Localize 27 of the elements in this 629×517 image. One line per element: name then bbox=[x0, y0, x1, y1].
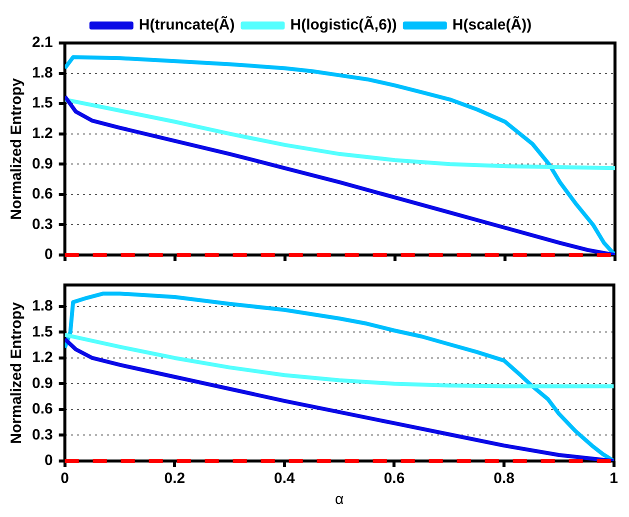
y-tick-label: 0.6 bbox=[32, 186, 53, 203]
y-axis-title: Normalized Entropy bbox=[8, 78, 26, 220]
y-tick-label: 0.3 bbox=[32, 426, 53, 444]
y-tick-label: 0 bbox=[44, 452, 53, 470]
x-tick-label: 0.4 bbox=[274, 470, 296, 488]
y-tick-label: 0.9 bbox=[32, 155, 53, 172]
legend-label: H(truncate(Ã) bbox=[138, 16, 235, 34]
x-axis-title: α bbox=[335, 491, 344, 508]
legend-label: H(logistic(Ã,6)) bbox=[290, 16, 397, 34]
y-tick-label: 1.5 bbox=[32, 323, 53, 340]
y-tick-label: 1.5 bbox=[32, 94, 53, 112]
x-tick-label: 0.2 bbox=[164, 470, 186, 488]
x-tick-label: 0.6 bbox=[384, 470, 405, 488]
y-tick-label: 1.8 bbox=[32, 298, 53, 315]
y-axis-title: Normalized Entropy bbox=[8, 302, 26, 444]
y-tick-label: 2.1 bbox=[32, 34, 53, 52]
y-tick-label: 0.9 bbox=[32, 374, 53, 392]
y-tick-label: 0.6 bbox=[32, 400, 53, 418]
x-tick-label: 0 bbox=[60, 470, 70, 488]
y-tick-label: 0.3 bbox=[32, 216, 53, 233]
y-tick-label: 1.2 bbox=[32, 349, 53, 366]
y-tick-label: 1.8 bbox=[32, 64, 53, 82]
y-tick-label: 1.2 bbox=[32, 125, 53, 142]
x-tick-label: 0.8 bbox=[494, 470, 514, 488]
y-tick-label: 0 bbox=[44, 246, 53, 264]
x-tick-label: 1 bbox=[610, 470, 618, 488]
legend-label: H(scale(Ã)) bbox=[452, 16, 532, 34]
